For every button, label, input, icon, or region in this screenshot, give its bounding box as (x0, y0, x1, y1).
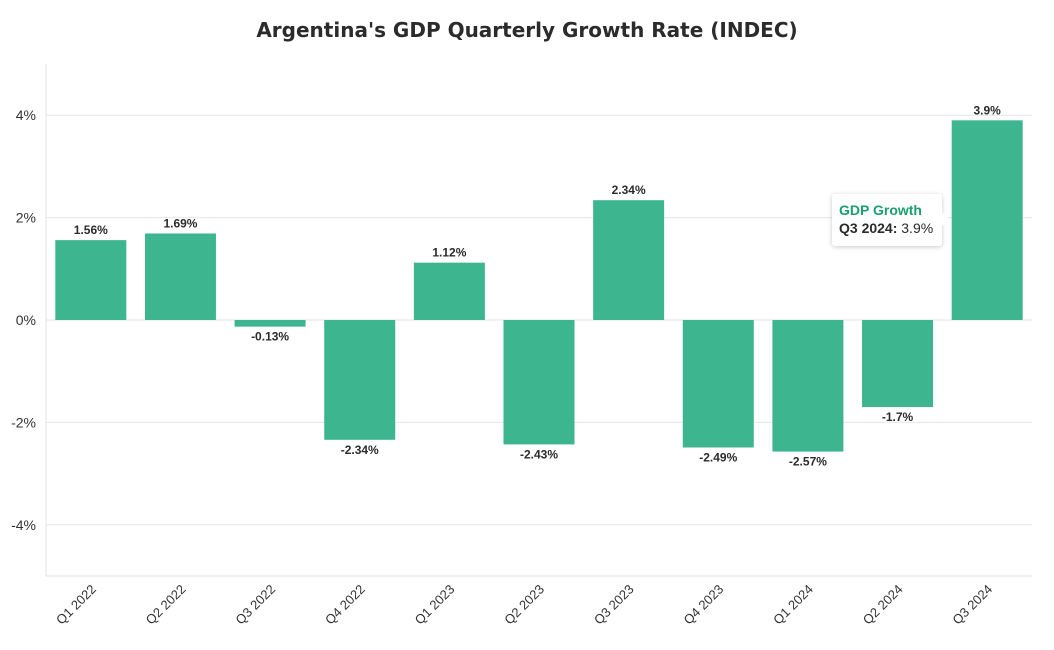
bar[interactable] (682, 320, 754, 448)
data-label: 3.9% (974, 103, 1002, 117)
bar[interactable] (234, 320, 306, 327)
chart-title: Argentina's GDP Quarterly Growth Rate (I… (256, 18, 798, 42)
x-tick-label: Q2 2023 (501, 582, 547, 628)
bar[interactable] (772, 320, 844, 452)
data-labels: 1.56% 1.69% -0.13% -2.34% 1.12% -2.43% 2.34% -2… (74, 103, 1001, 468)
bar[interactable] (413, 262, 485, 320)
data-label: 2.34% (612, 183, 646, 197)
bar[interactable] (144, 233, 216, 320)
tooltip: GDP Growth Q3 2024: 3.9% (832, 194, 949, 246)
y-tick-label: -4% (11, 517, 36, 533)
tooltip-series-name: GDP Growth (839, 202, 922, 218)
x-axis-ticks: Q1 2022 Q2 2022 Q3 2022 Q4 2022 Q1 2023 Q2 20… (53, 582, 995, 628)
x-tick-label: Q2 2024 (860, 582, 906, 628)
data-label: 1.12% (432, 246, 466, 260)
y-axis-ticks: 4% 2% 0% -2% -4% (11, 107, 36, 533)
bar[interactable] (324, 320, 396, 440)
data-label: -1.7% (882, 410, 914, 424)
data-label: -0.13% (251, 330, 289, 344)
tooltip-category: Q3 2024: (839, 220, 898, 236)
data-label: -2.43% (520, 447, 558, 461)
x-tick-label: Q1 2024 (770, 582, 816, 628)
x-tick-label: Q3 2024 (949, 582, 995, 628)
bars (55, 120, 1023, 452)
x-tick-label: Q2 2022 (143, 582, 189, 628)
bar[interactable] (55, 240, 127, 320)
x-tick-label: Q4 2023 (681, 582, 727, 628)
x-tick-label: Q3 2023 (591, 582, 637, 628)
bar[interactable] (593, 200, 665, 320)
data-label: -2.49% (699, 450, 737, 464)
x-tick-label: Q4 2022 (322, 582, 368, 628)
tooltip-row: Q3 2024: 3.9% (839, 219, 935, 237)
data-label: 1.56% (74, 223, 108, 237)
data-label: -2.34% (341, 443, 379, 457)
x-tick-label: Q1 2023 (412, 582, 458, 628)
bar[interactable] (503, 320, 575, 445)
y-tick-label: 0% (16, 312, 36, 328)
y-tick-label: -2% (11, 414, 36, 430)
bar[interactable] (862, 320, 934, 408)
bar[interactable] (951, 120, 1023, 320)
x-tick-label: Q1 2022 (53, 582, 99, 628)
data-label: 1.69% (163, 216, 197, 230)
data-label: -2.57% (789, 455, 827, 469)
tooltip-value: 3.9% (901, 220, 934, 236)
x-tick-label: Q3 2022 (232, 582, 278, 628)
y-tick-label: 4% (16, 107, 36, 123)
y-tick-label: 2% (16, 210, 36, 226)
